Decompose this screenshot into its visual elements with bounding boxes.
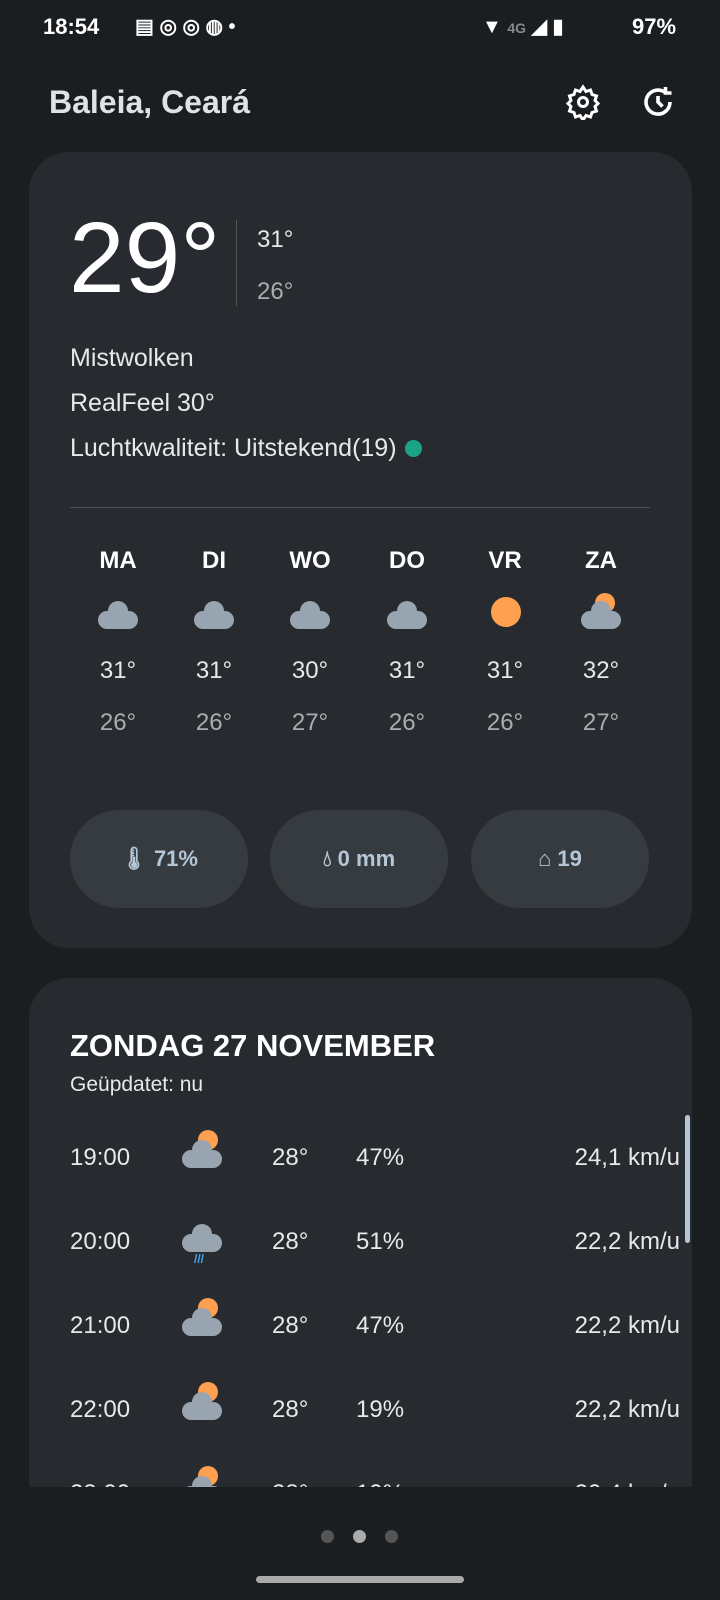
- battery-level: 97%: [632, 14, 677, 39]
- cloud-icon: [383, 597, 431, 637]
- air-quality-icon: ⌂: [538, 846, 552, 871]
- hourly-row[interactable]: 19:00 28° 47% 24,1 km/u: [70, 1130, 680, 1178]
- day-high: 32°: [582, 657, 620, 684]
- today-low: 26°: [257, 278, 294, 305]
- forecast-day[interactable]: DI 31° 26°: [169, 547, 259, 737]
- cloud-icon: [94, 597, 142, 637]
- hour-precip: 19%: [356, 1396, 405, 1423]
- today-high: 31°: [257, 226, 294, 253]
- status-time: 18:54: [43, 14, 100, 39]
- nav-handle[interactable]: [256, 1576, 464, 1583]
- hour-time: 23:00: [70, 1480, 130, 1487]
- hour-time: 20:00: [70, 1228, 131, 1255]
- day-low: 26°: [486, 709, 524, 736]
- day-label: DO: [389, 547, 425, 574]
- day-high: 31°: [99, 657, 137, 684]
- rain-icon: ///: [180, 1218, 228, 1266]
- hour-temp: 28°: [272, 1312, 309, 1339]
- hour-temp: 28°: [272, 1396, 309, 1423]
- hour-precip: 19%: [356, 1480, 404, 1487]
- partly-cloudy-night-icon: [180, 1298, 228, 1342]
- hour-time: 21:00: [70, 1312, 131, 1339]
- aqi-value: 19: [557, 846, 582, 871]
- humidity-icon: 🌡︎: [120, 846, 148, 871]
- air-quality-text: Luchtkwaliteit: Uitstekend(19): [70, 434, 397, 462]
- page-dot-1[interactable]: [321, 1530, 334, 1543]
- location-title: Baleia, Ceará: [49, 84, 251, 120]
- condition: Mistwolken: [70, 344, 194, 372]
- hourly-card: ZONDAG 27 NOVEMBER Geüpdatet: nu 19:00 2…: [29, 978, 692, 1487]
- divider: [236, 220, 237, 306]
- day-high: 31°: [486, 657, 524, 684]
- day-label: MA: [99, 547, 137, 574]
- hour-wind: 22,2 km/u: [574, 1228, 680, 1255]
- humidity-pill[interactable]: 🌡︎ 71%: [70, 810, 248, 908]
- hour-wind: 22,2 km/u: [574, 1396, 680, 1423]
- history-icon[interactable]: [640, 84, 676, 120]
- hour-wind: 24,1 km/u: [574, 1144, 680, 1171]
- realfeel: RealFeel 30°: [70, 389, 215, 417]
- day-label: ZA: [585, 547, 617, 574]
- precipitation-pill[interactable]: 💧︎ 0 mm: [270, 810, 448, 908]
- gear-icon[interactable]: [565, 84, 601, 123]
- page-dot-2[interactable]: [353, 1530, 366, 1543]
- air-quality-dot: [404, 440, 422, 457]
- page-dot-3[interactable]: [385, 1530, 398, 1543]
- hourly-row[interactable]: 23:00 28° 19% 20,4 km/u: [70, 1466, 680, 1487]
- forecast-day[interactable]: VR 31° 26°: [460, 547, 550, 737]
- hourly-title: ZONDAG 27 NOVEMBER: [70, 1028, 436, 1063]
- hourly-row[interactable]: 21:00 28° 47% 22,2 km/u: [70, 1298, 680, 1346]
- cloud-icon: [190, 597, 238, 637]
- partly-cloudy-night-icon: [180, 1466, 228, 1487]
- hour-temp: 28°: [272, 1144, 309, 1171]
- hour-wind: 22,2 km/u: [574, 1312, 680, 1339]
- updated-text: Geüpdatet: nu: [70, 1073, 204, 1096]
- day-label: DI: [202, 547, 226, 574]
- current-weather-card: 29° 31° 26° Mistwolken RealFeel 30° Luch…: [29, 152, 692, 948]
- hour-precip: 47%: [356, 1312, 405, 1339]
- day-high: 30°: [291, 657, 329, 684]
- hour-wind: 20,4 km/u: [575, 1480, 680, 1487]
- raindrop-icon: 💧︎: [322, 846, 332, 871]
- partly-cloudy-icon: [577, 593, 625, 637]
- partly-cloudy-night-icon: [180, 1130, 228, 1174]
- day-low: 27°: [582, 709, 620, 736]
- cloud-icon: [286, 597, 334, 637]
- air-quality-pill[interactable]: ⌂ 19: [471, 810, 649, 908]
- humidity-value: 71%: [153, 846, 198, 871]
- hour-temp: 28°: [272, 1480, 308, 1487]
- hour-time: 19:00: [70, 1144, 131, 1171]
- day-high: 31°: [195, 657, 233, 684]
- forecast-day[interactable]: MA 31° 26°: [73, 547, 163, 737]
- hour-precip: 47%: [356, 1144, 405, 1171]
- day-low: 26°: [388, 709, 426, 736]
- notification-icons: ▤ ◎ ◎ ◍ •: [135, 16, 236, 38]
- forecast-day[interactable]: ZA 32° 27°: [556, 547, 646, 737]
- day-low: 26°: [195, 709, 233, 736]
- day-low: 26°: [99, 709, 137, 736]
- hour-time: 22:00: [70, 1396, 131, 1423]
- day-low: 27°: [291, 709, 329, 736]
- forecast-day[interactable]: DO 31° 26°: [362, 547, 452, 737]
- partly-cloudy-night-icon: [180, 1382, 228, 1426]
- air-quality: Luchtkwaliteit: Uitstekend(19): [70, 434, 422, 463]
- precip-value: 0 mm: [337, 846, 396, 871]
- sun-icon: [481, 597, 529, 637]
- hourly-row[interactable]: 20:00 /// 28° 51% 22,2 km/u: [70, 1222, 680, 1266]
- scrollbar[interactable]: [685, 1115, 690, 1243]
- divider: [70, 507, 650, 508]
- signal-icons: ▼ 4G ◢ ▮: [482, 16, 564, 38]
- hour-temp: 28°: [272, 1228, 309, 1255]
- hour-precip: 51%: [356, 1228, 405, 1255]
- current-temp: 29°: [69, 202, 221, 314]
- hourly-row[interactable]: 22:00 28° 19% 22,2 km/u: [70, 1382, 680, 1430]
- day-label: WO: [289, 547, 331, 574]
- day-label: VR: [488, 547, 522, 574]
- day-high: 31°: [388, 657, 426, 684]
- forecast-day[interactable]: WO 30° 27°: [265, 547, 355, 737]
